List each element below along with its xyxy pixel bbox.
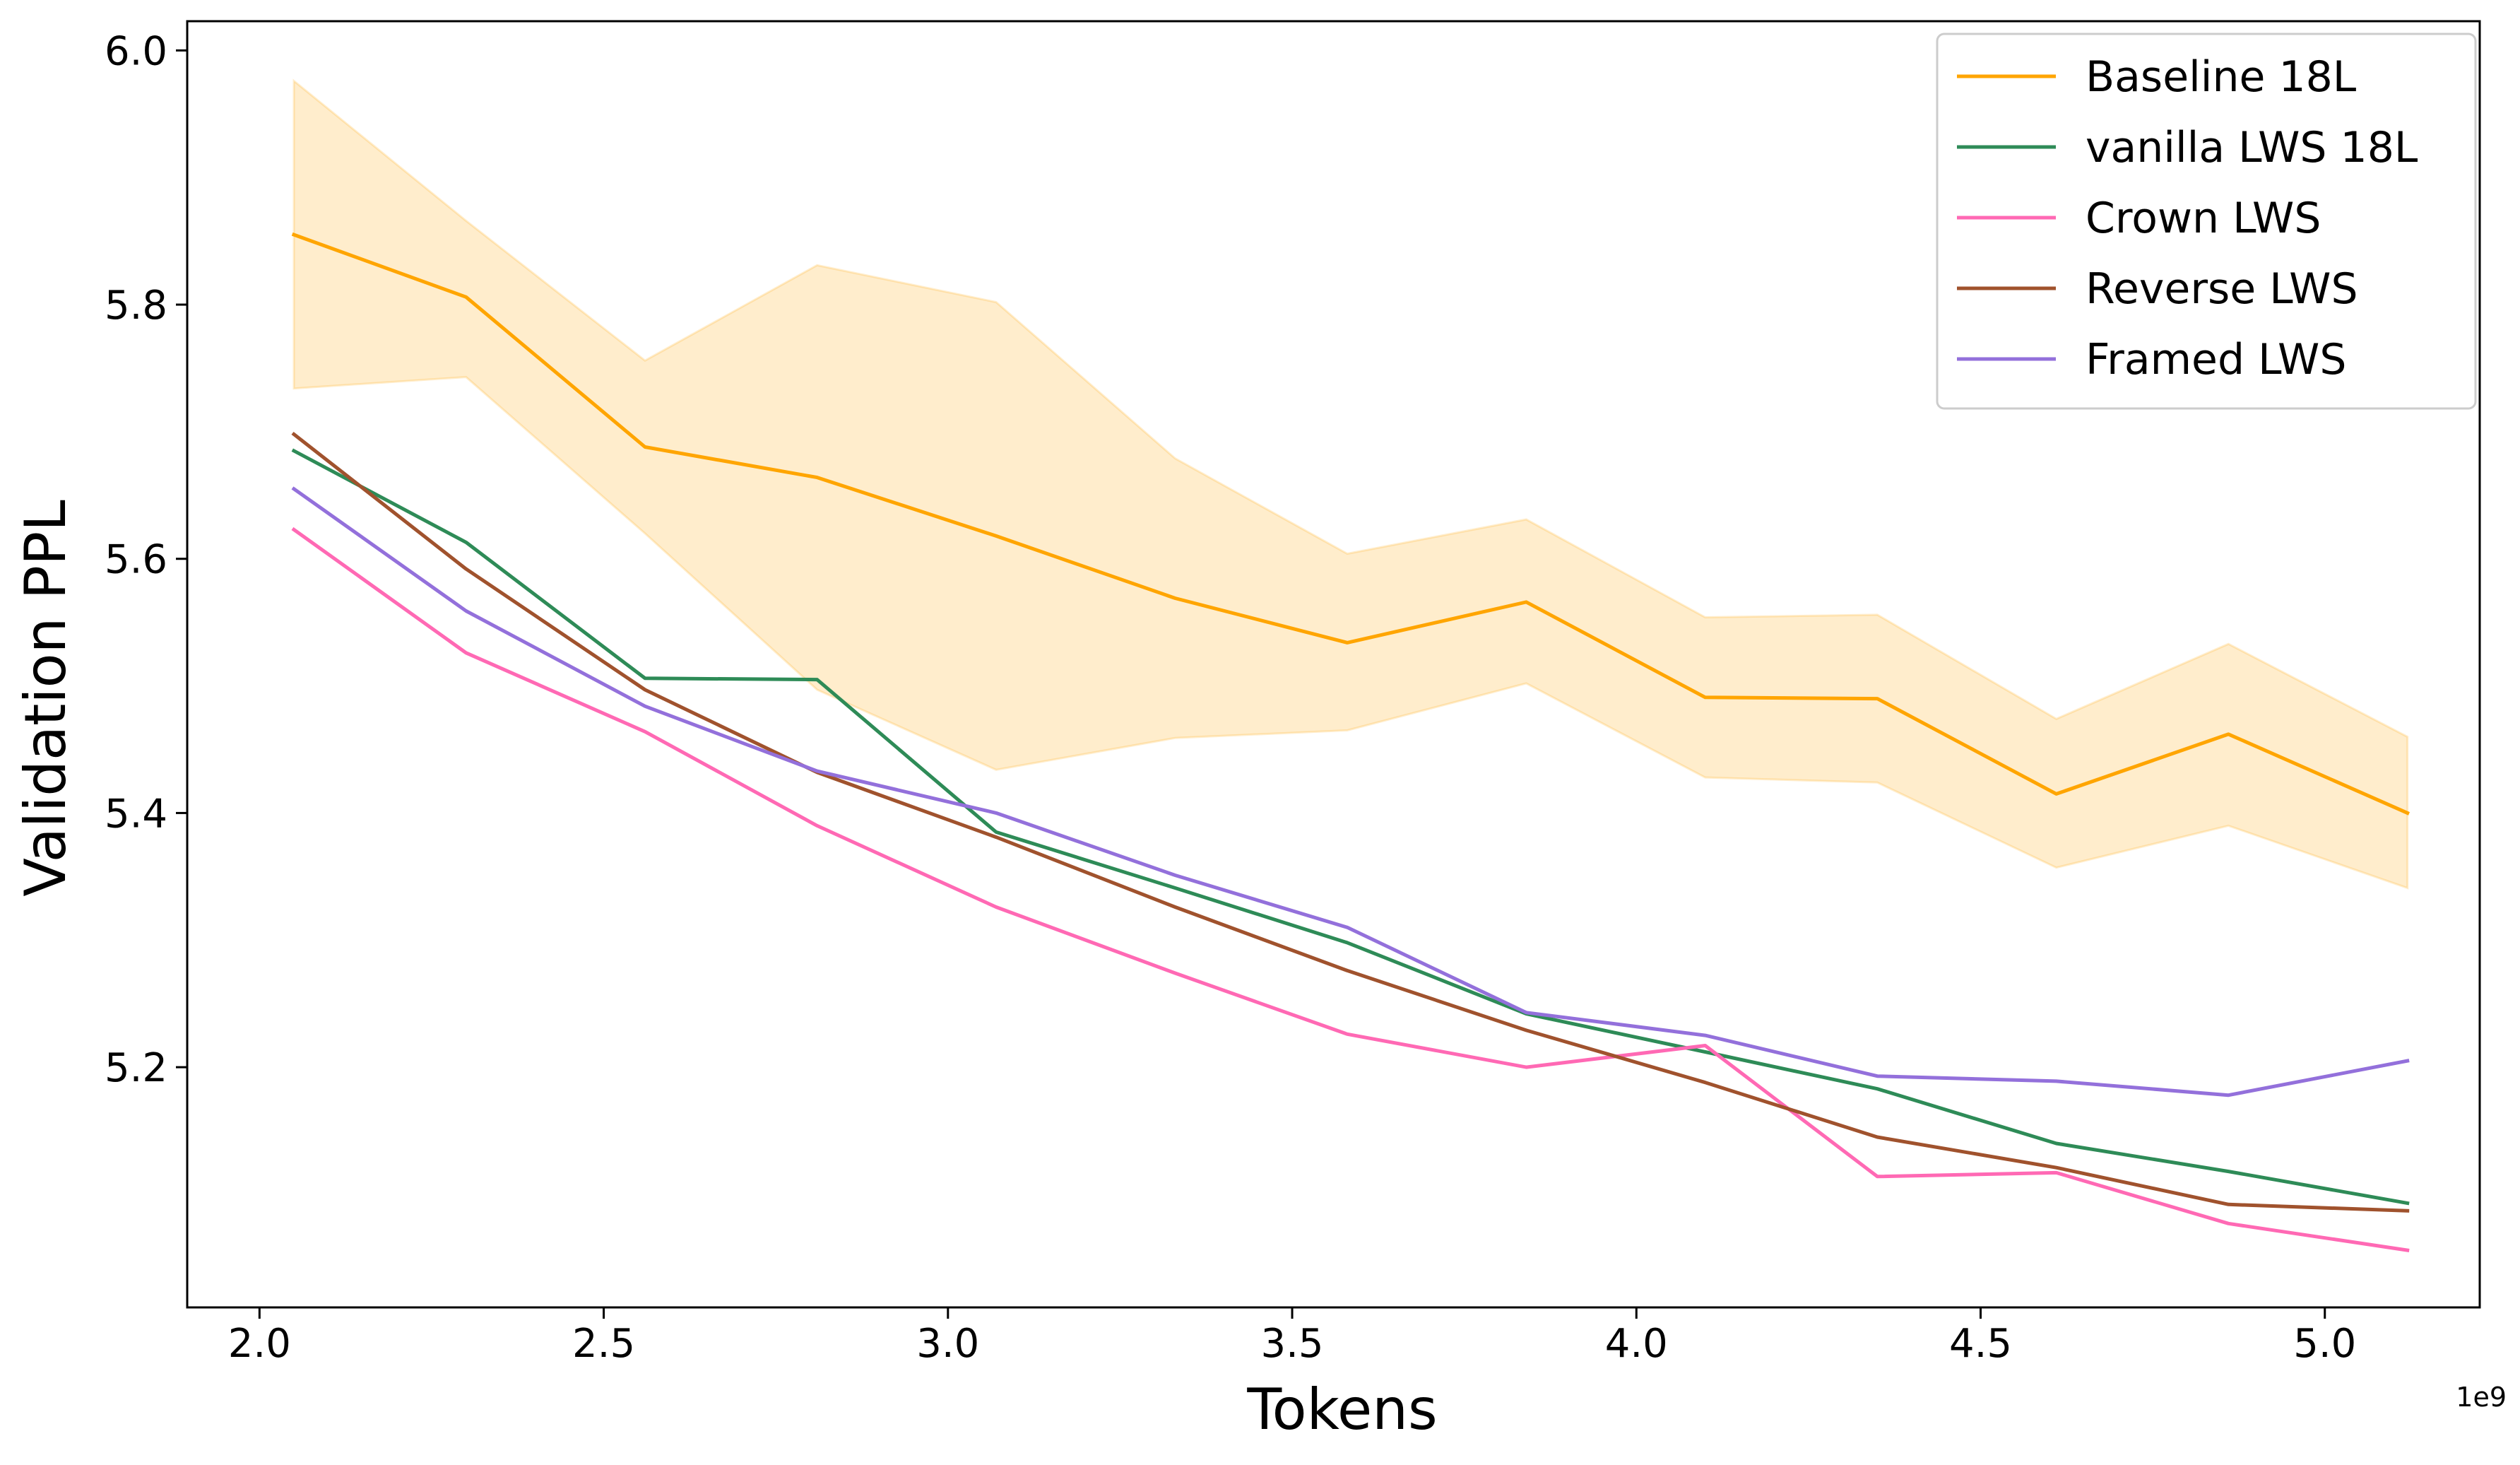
legend-label: Crown LWS <box>2086 194 2321 243</box>
legend: Baseline 18L vanilla LWS 18L Crown LWS Reve… <box>1936 33 2477 410</box>
y-tick-label: 5.2 <box>105 1045 167 1091</box>
x-tick-label: 3.5 <box>1261 1321 1324 1367</box>
series-line-vanilla-lws-18l <box>291 448 2410 1206</box>
y-tick-label: 5.6 <box>105 537 167 583</box>
y-tick-label: 5.4 <box>105 791 167 837</box>
x-tick-label: 5.0 <box>2293 1321 2356 1367</box>
legend-label: vanilla LWS 18L <box>2086 123 2418 172</box>
legend-box <box>1936 33 2477 410</box>
x-tick-label: 2.0 <box>228 1321 291 1367</box>
y-axis-label: Validation PPL <box>13 500 78 897</box>
series-line-framed-lws <box>291 486 2410 1098</box>
x-tick-label: 3.0 <box>916 1321 979 1367</box>
y-tick-label: 5.8 <box>105 283 167 329</box>
series-line-baseline-18l <box>291 232 2410 816</box>
series-line-crown-lws <box>291 526 2410 1252</box>
series-line-reverse-lws <box>291 431 2410 1213</box>
series-lines <box>291 232 2410 1252</box>
x-axis-label: Tokens <box>1246 1377 1437 1442</box>
y-tick-label: 6.0 <box>105 28 167 74</box>
x-tick-label: 4.5 <box>1949 1321 2012 1367</box>
x-axis-ticks: 2.0 2.5 3.0 3.5 4.0 4.5 5.0 <box>228 1307 2356 1367</box>
legend-label: Baseline 18L <box>2086 52 2357 102</box>
plot-area-frame <box>186 20 2481 1309</box>
legend-label: Framed LWS <box>2086 335 2346 384</box>
x-axis-offset-label: 1e9 <box>2456 1382 2507 1413</box>
y-axis-ticks: 5.2 5.4 5.6 5.8 6.0 <box>105 28 187 1091</box>
x-tick-label: 2.5 <box>572 1321 635 1367</box>
x-tick-label: 4.0 <box>1605 1321 1668 1367</box>
legend-label: Reverse LWS <box>2086 264 2358 314</box>
